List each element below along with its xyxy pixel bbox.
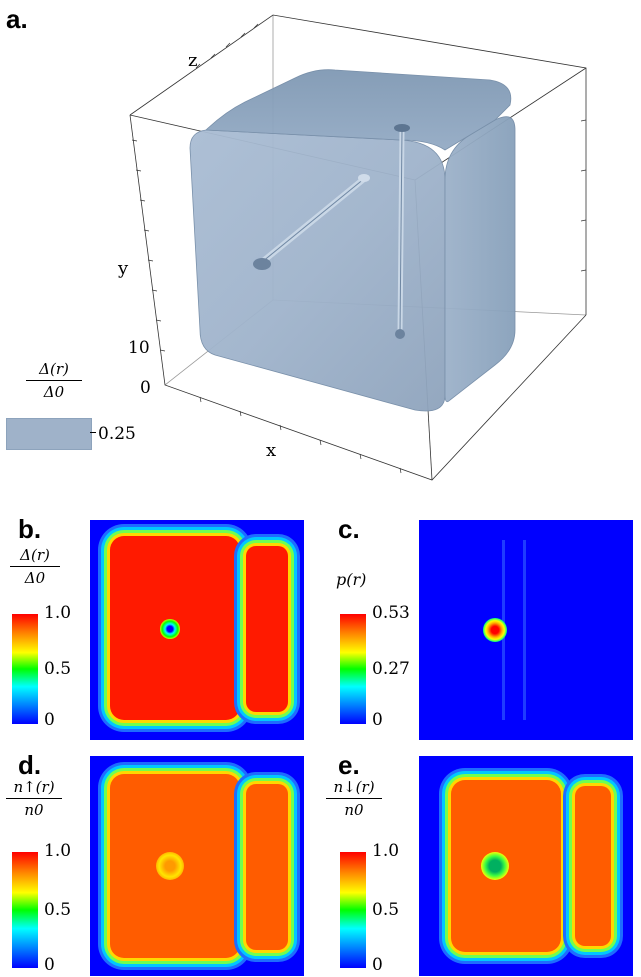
- panel-e-tick-high: 1.0: [372, 841, 400, 861]
- cube-isosurface: [189, 69, 516, 412]
- panel-c-tick-low: 0: [372, 710, 383, 730]
- panel-d-tick-low: 0: [44, 955, 55, 975]
- y-axis-label: y: [118, 258, 129, 279]
- y-tick-0: 0: [140, 378, 151, 398]
- isosurface-legend-swatch: [6, 418, 92, 450]
- isosurface-3d-plot: [129, 14, 587, 481]
- panel-c-tick-mid: 0.27: [372, 659, 410, 679]
- x-axis-label: x: [266, 440, 277, 461]
- panel-c-colorbar-title: p(r): [336, 570, 367, 589]
- isosurface-legend-title: Δ(r) Δ0: [26, 360, 82, 401]
- panel-b-tick-high: 1.0: [44, 603, 72, 623]
- panel-c-colorbar: [340, 614, 366, 724]
- y-tick-10: 10: [128, 338, 150, 358]
- panel-d-heatmap: [90, 756, 304, 976]
- panel-e-colorbar: [340, 852, 366, 968]
- panel-b-colorbar: [12, 614, 38, 724]
- panel-c-heatmap: [419, 520, 633, 740]
- panel-c-tick-high: 0.53: [372, 603, 410, 623]
- axis-ticks: [131, 23, 587, 474]
- panel-d-label: d.: [18, 750, 42, 780]
- panel-e-small-region: [575, 786, 611, 946]
- panel-b-heatmap: [90, 520, 304, 740]
- panel-b-vortex-core: [160, 619, 180, 639]
- panel-d-vortex-core: [156, 852, 184, 880]
- panel-c-label: c.: [338, 514, 360, 544]
- panel-e-label: e.: [338, 750, 360, 780]
- z-axis-label: z: [188, 50, 198, 71]
- panel-c-vortex-peak: [483, 618, 507, 642]
- isosurface-legend-value: 0.25: [98, 424, 136, 444]
- panel-e-tick-mid: 0.5: [372, 900, 400, 920]
- panel-a-label: a.: [6, 4, 28, 34]
- panel-e-colorbar-title: n↓(r) n0: [326, 778, 382, 819]
- panel-e-vortex-core: [481, 852, 509, 880]
- panel-e-tick-low: 0: [372, 955, 383, 975]
- panel-c-vortex-line-2: [523, 540, 526, 720]
- panel-b-label: b.: [18, 514, 42, 544]
- panel-e-heatmap: [419, 756, 633, 976]
- panel-b-tick-low: 0: [44, 710, 55, 730]
- panel-d-tick-mid: 0.5: [44, 900, 72, 920]
- panel-b-tick-mid: 0.5: [44, 659, 72, 679]
- panel-b-colorbar-title: Δ(r) Δ0: [10, 546, 60, 587]
- panel-d-colorbar-title: n↑(r) n0: [6, 778, 62, 819]
- panel-d-small-region: [246, 784, 288, 950]
- panel-b-small-region: [246, 546, 288, 712]
- panel-d-tick-high: 1.0: [44, 841, 72, 861]
- panel-d-colorbar: [12, 852, 38, 968]
